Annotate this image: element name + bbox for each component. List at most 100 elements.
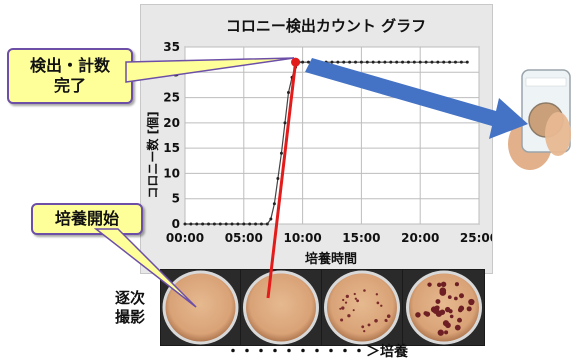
colony-dot bbox=[352, 309, 355, 312]
colony-dot bbox=[442, 320, 450, 327]
colony-dot bbox=[444, 330, 449, 335]
colony-dot bbox=[340, 318, 344, 322]
data-point bbox=[248, 222, 252, 226]
colony-dot bbox=[454, 324, 461, 331]
petri-dish-photo-strip bbox=[160, 269, 485, 346]
colony-dot bbox=[449, 314, 454, 319]
data-point bbox=[430, 60, 434, 64]
data-point bbox=[242, 222, 246, 226]
incubation-progress-text: ・・・・・・・・・・＞培養 bbox=[226, 344, 408, 360]
colony-dot bbox=[339, 307, 342, 310]
colony-dot bbox=[447, 295, 452, 299]
data-point bbox=[301, 60, 305, 64]
data-point bbox=[412, 60, 416, 64]
colony-dot bbox=[361, 325, 365, 329]
data-point bbox=[342, 60, 346, 64]
y-tick-label: 35 bbox=[163, 40, 180, 54]
colony-dot bbox=[459, 293, 464, 299]
colony-dot bbox=[342, 298, 345, 302]
chart-title: コロニー検出カウント グラフ bbox=[226, 17, 426, 35]
colony-dot bbox=[466, 306, 472, 312]
colony-dot bbox=[415, 312, 421, 318]
data-point bbox=[189, 222, 193, 226]
y-tick-label: 25 bbox=[163, 91, 180, 105]
incubation-start-callout: 培養開始 bbox=[31, 203, 143, 235]
dish-1 bbox=[161, 270, 240, 345]
data-point bbox=[359, 60, 363, 64]
colony-dot bbox=[427, 282, 432, 287]
data-point bbox=[218, 222, 222, 226]
y-tick-label: 10 bbox=[163, 166, 180, 180]
y-tick-label: 0 bbox=[172, 217, 180, 231]
data-point bbox=[312, 60, 316, 64]
data-point bbox=[442, 60, 446, 64]
colony-dot bbox=[454, 282, 459, 287]
colony-dot bbox=[437, 329, 444, 336]
data-point bbox=[195, 222, 199, 226]
data-point bbox=[418, 60, 422, 64]
data-point bbox=[265, 222, 269, 226]
dish-3 bbox=[322, 270, 402, 345]
colony-dot bbox=[457, 317, 462, 323]
colony-dot bbox=[439, 309, 446, 315]
data-point bbox=[389, 60, 393, 64]
data-point bbox=[259, 222, 263, 226]
data-point bbox=[465, 60, 469, 64]
x-tick-label: 05:00 bbox=[225, 231, 263, 245]
data-point bbox=[279, 151, 283, 155]
colony-dot bbox=[344, 301, 348, 304]
colony-dot bbox=[356, 299, 359, 303]
colony-dot bbox=[434, 305, 440, 311]
data-point bbox=[324, 60, 328, 64]
colony-dot bbox=[341, 306, 345, 310]
x-tick-label: 20:00 bbox=[401, 231, 439, 245]
colony-dot bbox=[468, 298, 475, 306]
y-tick-label: 5 bbox=[172, 192, 180, 206]
colony-dot bbox=[435, 299, 441, 304]
colony-dot bbox=[345, 294, 349, 299]
data-point bbox=[383, 60, 387, 64]
data-point bbox=[330, 60, 334, 64]
data-point bbox=[365, 60, 369, 64]
grid-lines bbox=[184, 46, 480, 225]
data-point bbox=[453, 60, 457, 64]
data-point bbox=[276, 176, 280, 180]
colony-dot bbox=[363, 289, 366, 292]
x-tick-label: 10:00 bbox=[283, 231, 321, 245]
x-tick-label: 25:00 bbox=[460, 231, 492, 245]
data-point bbox=[201, 222, 205, 226]
photo-label-text: 逐次 撮影 bbox=[114, 289, 145, 326]
data-point bbox=[230, 222, 234, 226]
colony-dot bbox=[458, 305, 465, 311]
data-point bbox=[318, 60, 322, 64]
dish-4 bbox=[403, 270, 484, 345]
data-point bbox=[459, 60, 463, 64]
data-point bbox=[348, 60, 352, 64]
x-axis-label: 培養時間 bbox=[305, 251, 357, 267]
dish-2 bbox=[241, 270, 321, 345]
data-point bbox=[224, 222, 228, 226]
data-point bbox=[212, 222, 216, 226]
data-point bbox=[306, 60, 310, 64]
colony-dot bbox=[347, 314, 351, 318]
y-axis-label: コロニー数 [個] bbox=[145, 111, 160, 198]
line-chart: コロニー検出カウント グラフ 00:00 05:00 10:00 15:00 20:00… bbox=[145, 17, 492, 267]
colony-dot bbox=[375, 293, 379, 296]
y-tick-label: 30 bbox=[163, 65, 180, 79]
colony-dot bbox=[363, 330, 366, 333]
x-tick-label: 00:00 bbox=[166, 231, 204, 245]
colony-dot bbox=[380, 304, 383, 307]
data-point bbox=[436, 60, 440, 64]
colony-dot bbox=[376, 301, 380, 305]
data-point bbox=[269, 217, 273, 221]
colony-dot bbox=[439, 287, 447, 294]
data-point bbox=[424, 60, 428, 64]
plot-area bbox=[184, 46, 480, 225]
smartphone-photo bbox=[508, 69, 571, 170]
data-point bbox=[354, 60, 358, 64]
data-point bbox=[448, 60, 452, 64]
data-point bbox=[401, 60, 405, 64]
data-point bbox=[406, 60, 410, 64]
colony-dot bbox=[353, 292, 356, 296]
data-point bbox=[371, 60, 375, 64]
